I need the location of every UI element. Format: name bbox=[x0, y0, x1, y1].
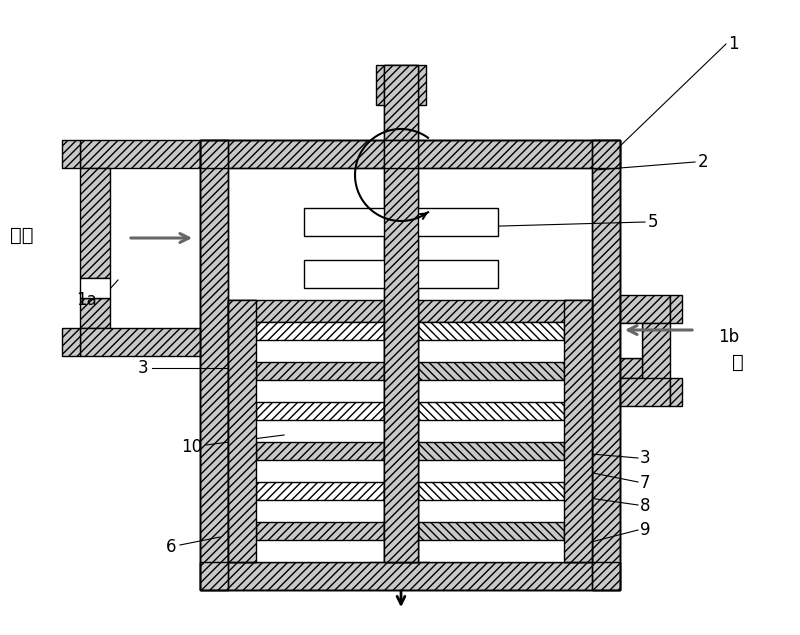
Bar bbox=[384, 300, 418, 322]
Bar bbox=[228, 168, 592, 300]
Bar bbox=[256, 362, 384, 380]
Bar bbox=[200, 562, 620, 590]
Bar bbox=[384, 322, 418, 562]
Bar bbox=[228, 300, 592, 322]
Text: 9: 9 bbox=[640, 521, 650, 539]
Bar bbox=[200, 140, 620, 590]
Bar bbox=[304, 208, 498, 236]
Bar bbox=[418, 442, 564, 460]
Bar bbox=[80, 140, 200, 168]
Bar bbox=[80, 298, 110, 328]
Bar bbox=[620, 358, 642, 378]
Bar bbox=[564, 300, 592, 562]
Text: 7: 7 bbox=[640, 474, 650, 492]
Bar bbox=[592, 140, 620, 590]
Bar bbox=[620, 323, 642, 358]
Text: 4: 4 bbox=[402, 99, 413, 117]
Bar bbox=[62, 140, 80, 168]
Bar bbox=[200, 140, 620, 168]
Bar bbox=[200, 140, 620, 168]
Bar bbox=[620, 378, 670, 406]
Text: 8: 8 bbox=[640, 497, 650, 515]
Text: 胺: 胺 bbox=[732, 352, 744, 371]
Bar bbox=[200, 140, 228, 590]
Text: 1a: 1a bbox=[76, 291, 97, 309]
Bar bbox=[256, 322, 370, 562]
Bar bbox=[228, 300, 256, 562]
Text: 3: 3 bbox=[138, 359, 148, 377]
Bar bbox=[418, 402, 564, 420]
Bar bbox=[418, 522, 564, 540]
Bar bbox=[256, 402, 384, 420]
Bar bbox=[200, 562, 620, 590]
Bar bbox=[620, 295, 670, 323]
Bar bbox=[384, 65, 418, 562]
Bar bbox=[80, 168, 110, 278]
Bar bbox=[418, 362, 564, 380]
Bar bbox=[564, 300, 592, 562]
Text: 光气: 光气 bbox=[10, 225, 34, 244]
Bar bbox=[62, 328, 80, 356]
Bar bbox=[80, 278, 110, 298]
Text: 3: 3 bbox=[640, 449, 650, 467]
Text: 10: 10 bbox=[181, 438, 202, 456]
Bar bbox=[200, 140, 228, 590]
Bar bbox=[376, 65, 426, 105]
Text: 6: 6 bbox=[166, 538, 176, 556]
Text: 5: 5 bbox=[648, 213, 658, 231]
Bar bbox=[256, 522, 384, 540]
Bar bbox=[670, 295, 682, 323]
Bar bbox=[642, 323, 670, 393]
Bar bbox=[228, 300, 256, 562]
Bar bbox=[592, 140, 620, 590]
Bar bbox=[256, 482, 384, 500]
Bar bbox=[256, 442, 384, 460]
Bar bbox=[384, 65, 418, 562]
Text: 1b: 1b bbox=[718, 328, 739, 346]
Bar bbox=[256, 322, 384, 340]
Text: 1: 1 bbox=[728, 35, 738, 53]
Bar bbox=[670, 378, 682, 406]
Bar bbox=[418, 322, 564, 340]
Bar bbox=[430, 322, 564, 562]
Bar bbox=[418, 482, 564, 500]
Text: 2: 2 bbox=[698, 153, 709, 171]
Bar bbox=[304, 260, 498, 288]
Bar bbox=[80, 328, 200, 356]
